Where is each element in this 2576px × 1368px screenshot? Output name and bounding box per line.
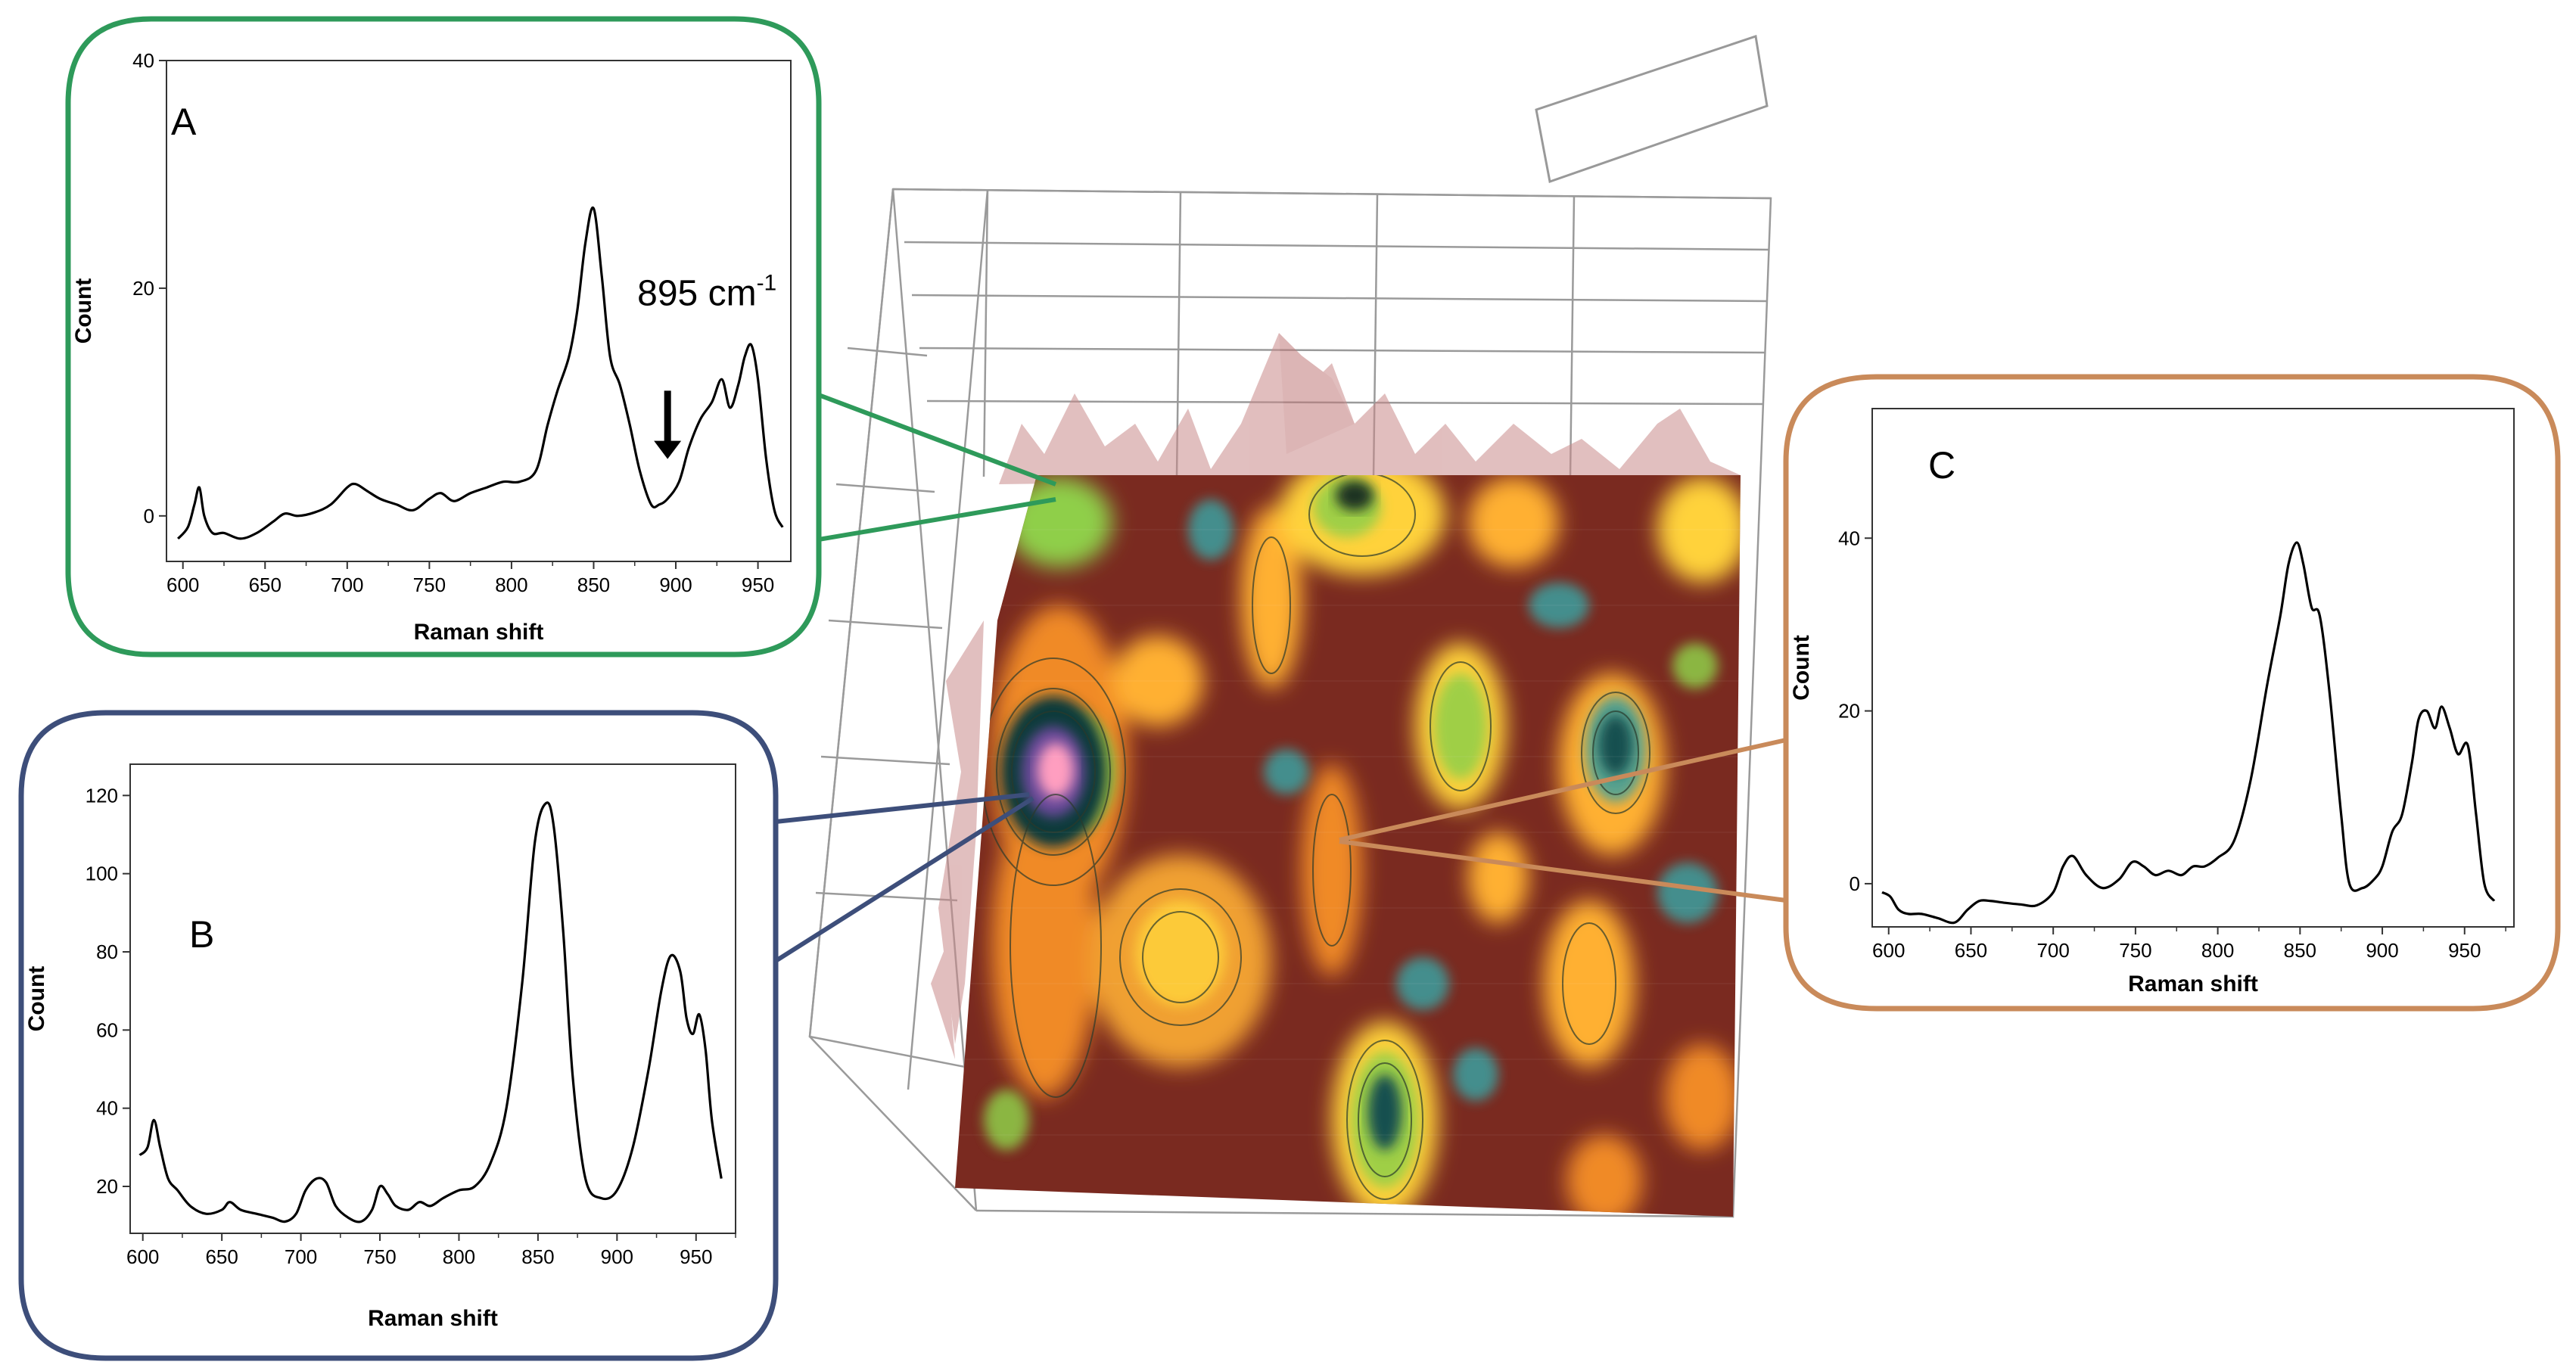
- chart-c-ytick-label: 20: [1838, 700, 1860, 723]
- chart-c-xtick-label: 650: [1955, 939, 1987, 962]
- chart-b-xtick-label: 750: [363, 1245, 396, 1268]
- chart-a-xtick-label: 700: [331, 574, 363, 596]
- panel-a: 600 650 700 750 800 850 900 950 0 20 40 Raman shift…: [65, 16, 822, 658]
- chart-b-xtick-label: 700: [285, 1245, 317, 1268]
- chart-a-annotation-sup: -1: [757, 270, 777, 295]
- chart-b-xtick-label: 600: [126, 1245, 159, 1268]
- heatmap-3d-plot: [808, 35, 1772, 1218]
- chart-b-series-line: [138, 801, 723, 1223]
- chart-a-xtick-label: 600: [166, 574, 199, 596]
- chart-b-ylabel: Count: [24, 966, 49, 1032]
- chart-a-xlabel: Raman shift: [414, 620, 544, 645]
- panel-b-plot: 600 650 700 750 800 850 900 950 20 40 60 80 100 120 Ra…: [24, 763, 736, 1331]
- panel-b: 600 650 700 750 800 850 900 950 20 40 60 80 100 120 Ra…: [18, 710, 779, 1361]
- panel-c-plot: 600 650 700 750 800 850 900 950 0 20 40 Raman shift…: [1789, 408, 2515, 996]
- chart-b-xtick-label: 850: [521, 1245, 554, 1268]
- chart-a-xtick-label: 900: [659, 574, 692, 596]
- panel-b-letter: B: [189, 913, 214, 956]
- panel-c-frame: [1783, 374, 2561, 1012]
- chart-c-ytick-label: 40: [1838, 527, 1860, 549]
- chart-a-ytick-label: 40: [132, 49, 154, 72]
- chart-c-series-line: [1881, 541, 2496, 925]
- heatmap-legend-box: [1535, 35, 1769, 183]
- chart-c-xlabel: Raman shift: [2128, 972, 2258, 996]
- chart-a-xtick-label: 950: [742, 574, 774, 596]
- chart-c-xtick-label: 700: [2036, 939, 2069, 962]
- chart-b-ytick-label: 60: [96, 1018, 118, 1041]
- chart-b-ytick-label: 100: [86, 863, 118, 885]
- chart-b-ytick-label: 120: [86, 784, 118, 807]
- chart-c-xtick-label: 900: [2366, 939, 2398, 962]
- chart-c-xtick-label: 850: [2284, 939, 2316, 962]
- chart-a-plot-frame: [166, 60, 792, 562]
- chart-a-xtick-label: 750: [413, 574, 446, 596]
- chart-a-ytick-label: 20: [132, 277, 154, 300]
- chart-b-xtick-label: 900: [601, 1245, 633, 1268]
- chart-c-plot-frame: [1871, 408, 2515, 928]
- connector-b: [774, 792, 1034, 963]
- chart-a-xtick-label: 800: [495, 574, 527, 596]
- chart-b-xtick-label: 950: [680, 1245, 712, 1268]
- chart-b-ytick-label: 80: [96, 940, 118, 963]
- panel-c: 600 650 700 750 800 850 900 950 0 20 40 Raman shift…: [1783, 374, 2561, 1012]
- panel-c-letter: C: [1928, 444, 1955, 487]
- chart-b-xtick-label: 650: [205, 1245, 238, 1268]
- panel-a-letter: A: [171, 101, 197, 143]
- chart-c-xtick-label: 750: [2119, 939, 2151, 962]
- panel-a-plot: 600 650 700 750 800 850 900 950 0 20 40 Raman shift…: [71, 49, 792, 645]
- chart-a-xtick-label: 850: [577, 574, 610, 596]
- chart-a-annotation: 895 cm-1: [637, 270, 776, 313]
- chart-a-series-line: [176, 206, 784, 540]
- chart-c-xtick-label: 600: [1872, 939, 1905, 962]
- surface-spikes: [931, 333, 1741, 1059]
- chart-a-ylabel: Count: [71, 278, 96, 344]
- panel-a-frame: [65, 16, 822, 658]
- chart-c-xtick-label: 800: [2201, 939, 2234, 962]
- chart-c-ytick-label: 0: [1850, 872, 1860, 895]
- chart-a-annotation-text: 895 cm: [637, 273, 756, 313]
- chart-b-xtick-label: 800: [443, 1245, 475, 1268]
- chart-b-ytick-label: 20: [96, 1175, 118, 1198]
- chart-c-ylabel: Count: [1789, 635, 1814, 701]
- chart-b-xlabel: Raman shift: [368, 1306, 498, 1331]
- chart-b-plot-frame: [129, 763, 736, 1234]
- chart-a-xtick-label: 650: [249, 574, 282, 596]
- connector-c: [1339, 738, 1787, 903]
- chart-b-ytick-label: 40: [96, 1097, 118, 1120]
- chart-a-ytick-label: 0: [144, 505, 154, 527]
- chart-c-xtick-label: 950: [2448, 939, 2481, 962]
- panel-b-frame: [18, 710, 779, 1361]
- chart-a-annotation-arrow-head: [654, 440, 682, 459]
